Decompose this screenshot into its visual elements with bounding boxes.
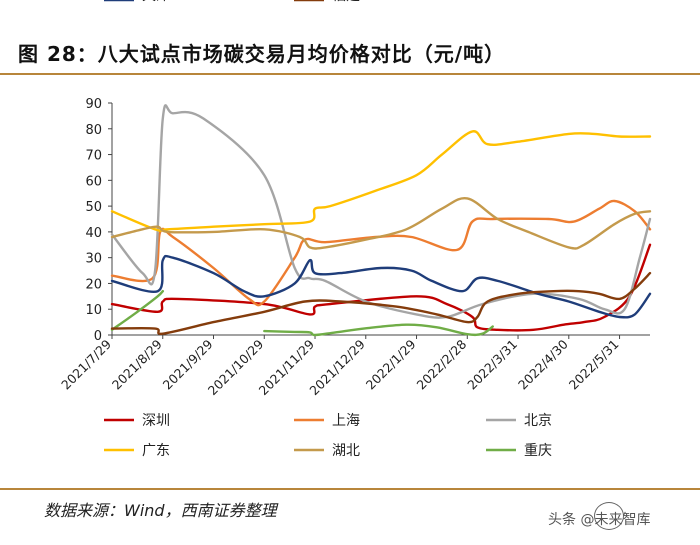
watermark-text: 头条 @未来智库 bbox=[548, 512, 651, 528]
x-tick-label: 2022/2/28 bbox=[413, 336, 469, 392]
source-divider bbox=[0, 488, 700, 490]
legend-label-2: 北京 bbox=[524, 413, 552, 429]
watermark-logo-icon bbox=[594, 502, 624, 530]
figure-title: 图 28：八大试点市场碳交易月均价格对比（元/吨） bbox=[0, 38, 700, 72]
legend-label-6: 天津 bbox=[142, 0, 170, 4]
legend-label-0: 深圳 bbox=[142, 413, 170, 429]
source-note: 数据来源：Wind，西南证券整理 bbox=[44, 501, 277, 520]
y-tick-label: 10 bbox=[85, 303, 102, 318]
x-tick-label: 2022/3/31 bbox=[464, 337, 520, 393]
series-line-0 bbox=[110, 243, 652, 332]
figure-title-text: 图 28：八大试点市场碳交易月均价格对比（元/吨） bbox=[18, 42, 506, 66]
legend-label-1: 上海 bbox=[332, 413, 360, 429]
x-tick-label: 2022/1/29 bbox=[363, 336, 419, 392]
legend-label-4: 湖北 bbox=[332, 443, 360, 459]
series-line-6 bbox=[110, 254, 652, 319]
title-divider bbox=[0, 73, 700, 75]
series-line-5 bbox=[110, 290, 164, 331]
x-tick-label: 2022/5/31 bbox=[566, 337, 622, 393]
legend-label-3: 广东 bbox=[142, 443, 170, 459]
series-line-4 bbox=[110, 196, 652, 250]
y-tick-label: 30 bbox=[85, 252, 102, 267]
series-line-1 bbox=[110, 199, 652, 307]
x-tick-label: 2021/8/29 bbox=[109, 336, 165, 392]
y-tick-label: 90 bbox=[85, 97, 102, 112]
series-line-7 bbox=[110, 271, 652, 336]
y-tick-label: 50 bbox=[85, 200, 102, 215]
series-line-5-segment-2 bbox=[263, 323, 494, 337]
y-tick-label: 80 bbox=[85, 123, 102, 138]
legend-label-7: 福建 bbox=[332, 0, 360, 4]
y-tick-label: 40 bbox=[85, 226, 102, 241]
y-tick-label: 70 bbox=[85, 149, 102, 164]
x-tick-label: 2021/7/29 bbox=[58, 336, 114, 392]
series-line-2 bbox=[110, 104, 652, 319]
y-tick-label: 0 bbox=[94, 329, 102, 344]
y-tick-label: 20 bbox=[85, 277, 102, 292]
legend-label-5: 重庆 bbox=[524, 443, 552, 459]
series-line-3 bbox=[110, 130, 652, 232]
y-tick-label: 60 bbox=[85, 174, 102, 189]
x-tick-label: 2022/4/30 bbox=[515, 336, 571, 392]
